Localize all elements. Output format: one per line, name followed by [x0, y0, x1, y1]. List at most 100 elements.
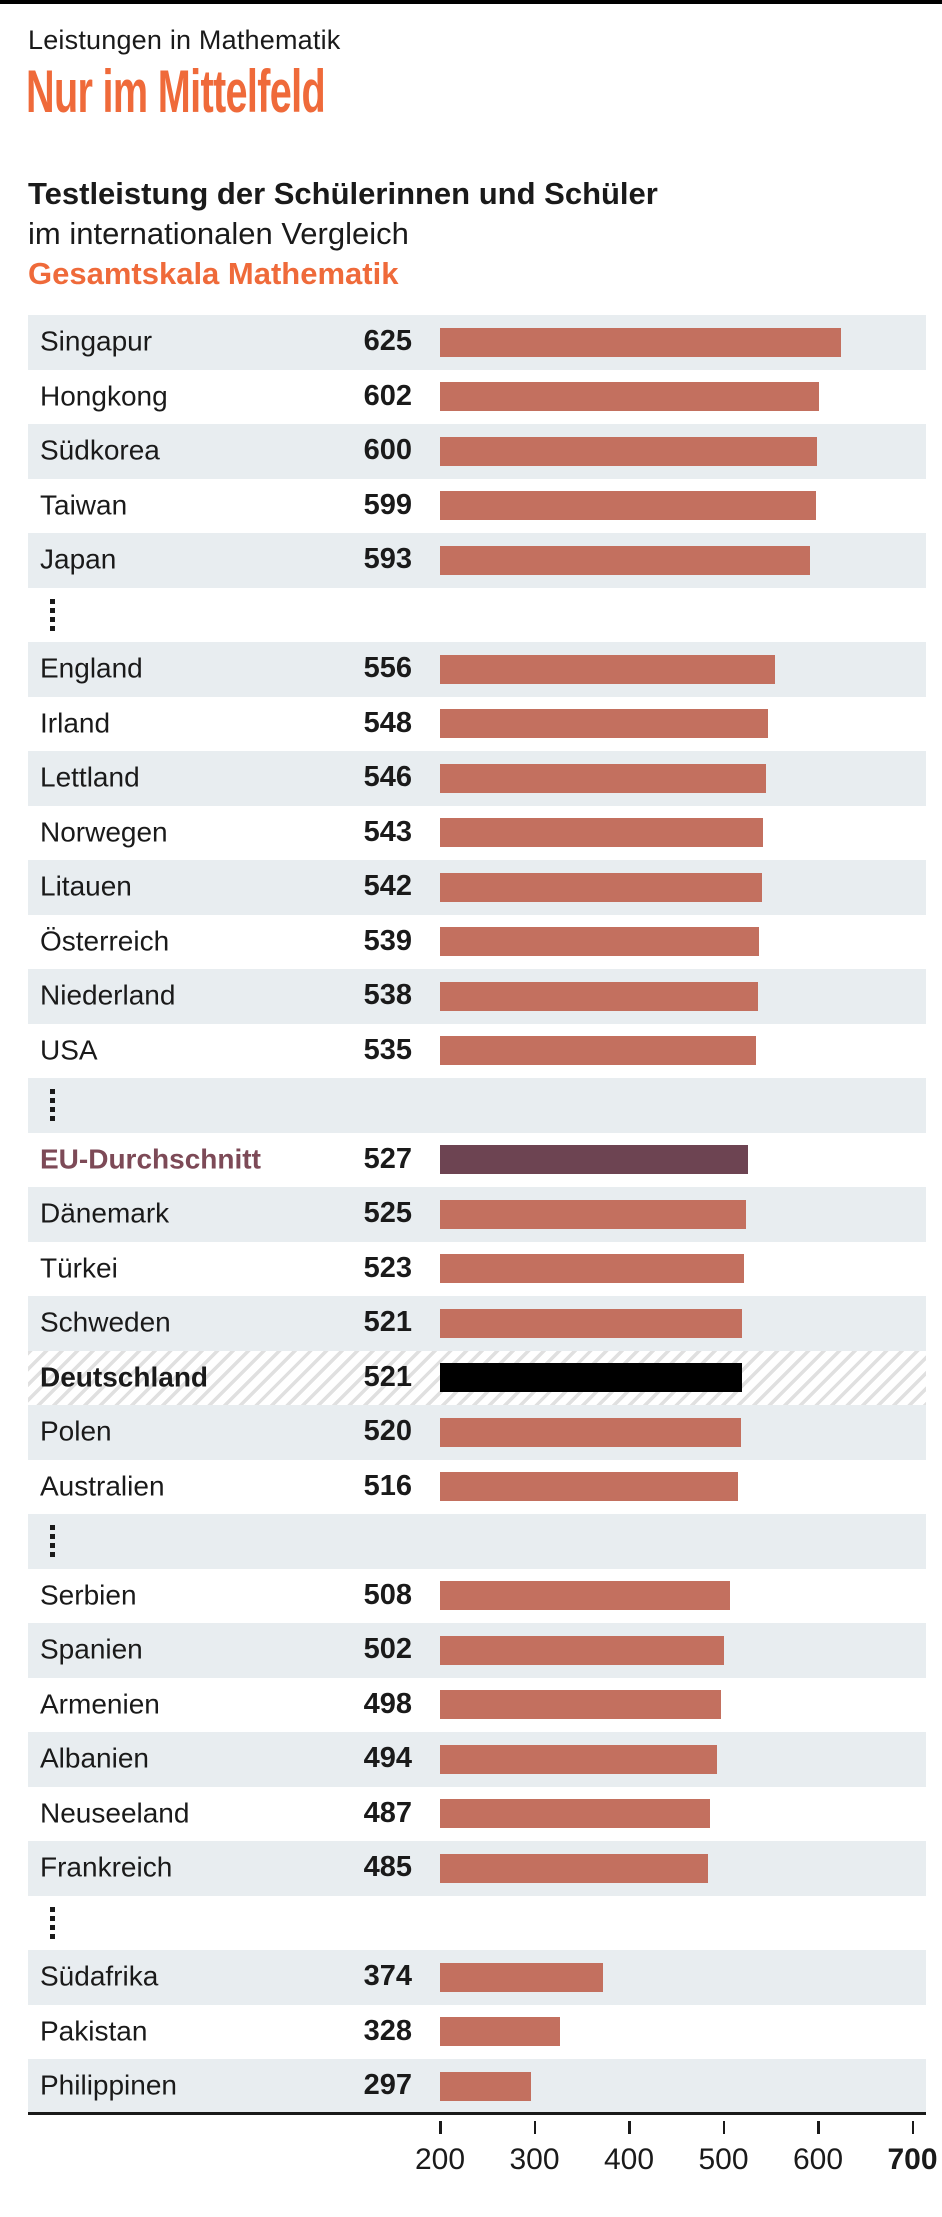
country-label: Schweden	[40, 1306, 171, 1338]
score-value: 516	[363, 1469, 412, 1502]
score-bar	[440, 927, 760, 956]
score-bar	[440, 436, 817, 466]
chart-row: Singapur 625	[28, 315, 926, 370]
chart-row: Japan 593	[28, 533, 926, 588]
country-label: Australien	[40, 1470, 165, 1502]
score-value: 539	[363, 924, 412, 957]
ellipsis-row	[28, 1514, 926, 1569]
chart-row: Serbien 508	[28, 1569, 926, 1624]
ellipsis-dot	[50, 625, 55, 631]
score-bar	[440, 545, 811, 575]
axis-tick-label: 200	[414, 2143, 466, 2176]
score-bar	[440, 1472, 738, 1501]
ellipsis-dot	[50, 607, 55, 613]
ellipsis-dot	[50, 1933, 55, 1939]
ellipsis-dot	[50, 1089, 55, 1094]
chart-row: Armenien 498	[28, 1678, 926, 1733]
vertical-ellipsis-icon	[50, 598, 55, 635]
chart-row: Irland 548	[28, 697, 926, 752]
chart-row: Pakistan 328	[28, 2005, 926, 2060]
score-bar	[440, 2071, 531, 2101]
chart-row: Albanien 494	[28, 1732, 926, 1787]
score-value: 521	[363, 1360, 412, 1393]
chart-row: Schweden 521	[28, 1296, 926, 1351]
ellipsis-dot	[50, 1098, 55, 1103]
chart-row: Frankreich 485	[28, 1841, 926, 1896]
score-bar	[440, 327, 841, 357]
country-label: EU-Durchschnitt	[40, 1143, 261, 1175]
country-label: Irland	[40, 707, 111, 739]
country-label: Südkorea	[40, 434, 160, 466]
subtitle-block: Testleistung der Schülerinnen und Schüle…	[28, 174, 658, 294]
ellipsis-dot	[50, 1116, 55, 1121]
score-value: 498	[363, 1687, 412, 1720]
score-value: 374	[363, 1960, 412, 1993]
country-label: Österreich	[40, 925, 170, 957]
score-bar	[440, 2017, 560, 2046]
country-label: Neuseeland	[40, 1797, 190, 1829]
score-value: 527	[363, 1142, 412, 1175]
score-value: 523	[363, 1251, 412, 1284]
score-bar	[440, 872, 763, 902]
score-value: 600	[363, 434, 412, 467]
axis-tick-label: 500	[698, 2143, 749, 2176]
score-bar	[440, 1744, 717, 1774]
chart-row: Neuseeland 487	[28, 1787, 926, 1842]
axis-tick	[817, 2121, 820, 2134]
chart-row: USA 535	[28, 1024, 926, 1079]
country-label: Japan	[40, 543, 117, 575]
score-bar	[440, 1308, 743, 1338]
axis-tick	[911, 2121, 914, 2134]
score-bar	[440, 1363, 743, 1392]
country-label: Albanien	[40, 1742, 149, 1774]
score-bar	[440, 1417, 742, 1447]
score-value: 543	[363, 815, 412, 848]
score-bar	[440, 491, 817, 520]
ellipsis-row	[28, 588, 926, 643]
chart-row: Polen 520	[28, 1405, 926, 1460]
ellipsis-dot	[50, 598, 55, 604]
score-value: 593	[363, 543, 412, 576]
score-value: 494	[363, 1742, 412, 1775]
country-label: Dänemark	[40, 1197, 170, 1229]
top-rule	[0, 0, 942, 4]
chart-row: EU-Durchschnitt 527	[28, 1133, 926, 1188]
score-value: 520	[363, 1415, 412, 1448]
country-label: Lettland	[40, 761, 140, 793]
page-title: Nur im Mittelfeld	[26, 58, 326, 125]
score-bar	[440, 1635, 725, 1665]
ellipsis-dot	[50, 1552, 55, 1557]
bar-chart: Singapur 625 Hongkong 602 Südkorea 600 Taiwan 5…	[28, 315, 926, 2114]
chart-row: Spanien 502	[28, 1623, 926, 1678]
score-bar	[440, 1036, 756, 1065]
country-label: Polen	[40, 1415, 112, 1447]
axis-tick	[533, 2121, 536, 2134]
country-label: Niederland	[40, 979, 176, 1011]
country-label: Litauen	[40, 870, 132, 902]
country-label: Frankreich	[40, 1851, 173, 1883]
axis-tick-label: 400	[603, 2143, 655, 2176]
score-bar	[440, 818, 764, 847]
score-value: 538	[363, 979, 412, 1012]
score-value: 599	[363, 488, 412, 521]
score-bar	[440, 1254, 745, 1283]
country-label: Philippinen	[40, 2069, 177, 2101]
country-label: Türkei	[40, 1252, 118, 1284]
country-label: Norwegen	[40, 816, 168, 848]
chart-row: England 556	[28, 642, 926, 697]
axis-tick	[722, 2121, 725, 2134]
score-value: 508	[363, 1578, 412, 1611]
chart-row: Österreich 539	[28, 915, 926, 970]
chart-row: Norwegen 543	[28, 806, 926, 861]
axis-tick	[439, 2121, 442, 2134]
score-value: 521	[363, 1306, 412, 1339]
chart-row: Taiwan 599	[28, 479, 926, 534]
subtitle-line-accent: Gesamtskala Mathematik	[28, 256, 399, 291]
ellipsis-dot	[50, 616, 55, 622]
chart-row: Südkorea 600	[28, 424, 926, 479]
axis-tick-label: 700	[887, 2143, 938, 2176]
score-value: 297	[363, 2069, 412, 2102]
ellipsis-row	[28, 1078, 926, 1133]
chart-row: Südafrika 374	[28, 1950, 926, 2005]
country-label: Armenien	[40, 1688, 160, 1720]
